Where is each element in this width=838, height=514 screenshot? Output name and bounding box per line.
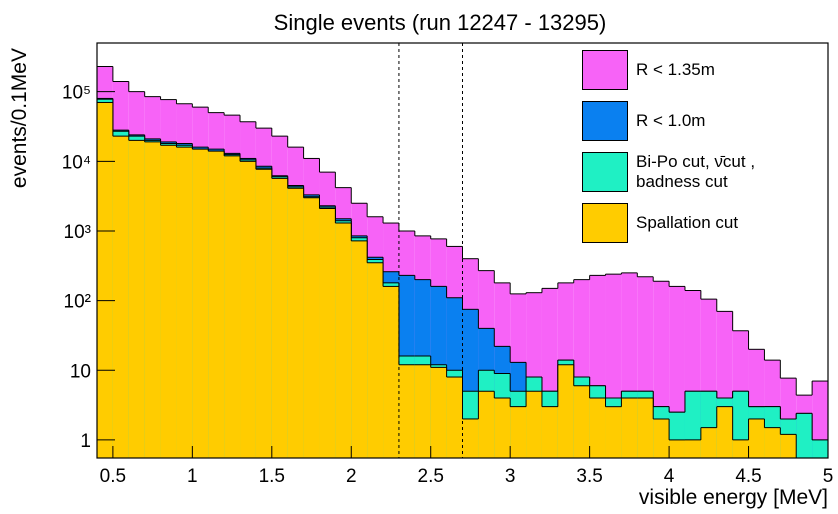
bar [684,439,701,458]
bar [335,223,352,458]
bar [128,140,145,458]
bar [716,406,733,458]
plot-area: 0.5 1 1.5 2 2.5 3 3.5 4 4.5 5 1 10 10² 10³ 10⁴ 10⁵ [62,42,834,487]
bar [319,208,336,458]
legend-entry: R < 1.0m [582,101,822,141]
y-tick-label: 10 [70,361,91,382]
bar [605,406,622,458]
bar [255,169,272,458]
bar [176,147,193,458]
bar [240,161,256,458]
y-axis-title: events/0.1MeV [8,48,31,188]
bar [796,413,813,458]
x-tick-label: 1.5 [259,466,285,487]
bar [287,188,304,458]
x-tick-label: 4.5 [735,466,761,487]
bar [192,149,209,459]
bar [589,397,606,458]
bar [510,406,527,458]
bar [160,145,177,458]
y-tick-label: 10² [64,292,91,313]
x-tick-label: 2 [346,466,357,487]
x-tick-label: 4 [664,466,675,487]
legend-label: R < 1.35m [636,60,715,79]
bar [700,427,717,458]
legend-swatch [582,203,628,243]
bar [430,367,447,458]
bar [271,178,288,458]
bar [653,418,670,458]
y-tick-label: 10³ [64,222,91,243]
y-tick-label: 10⁴ [62,152,91,173]
x-tick-label: 3 [505,466,516,487]
legend-entry: R < 1.35m [582,50,822,90]
bar [446,377,463,458]
x-axis-title: visible energy [MeV] [639,486,828,509]
legend-label: R < 1.0m [636,111,706,130]
bar [208,151,225,459]
bar [367,262,384,458]
y-tick-label: 1 [80,431,91,452]
bar [414,364,431,458]
legend-entry: Spallation cut [582,203,822,243]
bar [764,427,781,458]
bar [621,397,638,458]
x-tick-label: 5 [823,466,834,487]
bar [398,364,415,458]
bar [462,418,479,458]
bar [732,439,749,458]
x-tick-label: 1 [187,466,198,487]
bar [812,381,828,458]
bar [541,406,558,458]
bar [97,102,113,458]
bar [224,155,241,458]
bar [112,136,129,458]
bar [478,391,495,458]
bar [669,439,685,458]
y-tick-label: 10⁵ [62,83,91,104]
bar [573,385,590,458]
legend-swatch [582,50,628,90]
bar [303,197,320,458]
x-tick-label: 2.5 [418,466,444,487]
bar [526,391,542,458]
bar [557,364,574,458]
legend-label: Bi-Po cut, ν̄cut , badness cut [636,152,756,191]
bar [351,240,368,458]
legend-swatch [582,152,628,192]
bar [494,397,511,458]
bar [637,397,654,458]
bar [383,286,399,458]
x-tick-label: 0.5 [100,466,126,487]
frame [96,42,829,459]
legend-swatch [582,101,628,141]
bar [812,439,828,458]
x-tick-label: 3.5 [576,466,602,487]
bar [748,418,765,458]
legend: R < 1.35m R < 1.0m Bi-Po cut, ν̄cut , badn… [582,50,822,254]
bar [144,141,161,459]
bar [780,434,797,458]
legend-label: Spallation cut [636,213,739,232]
legend-entry: Bi-Po cut, ν̄cut , badness cut [582,152,822,192]
chart-title: Single events (run 12247 - 13295) [274,10,607,35]
